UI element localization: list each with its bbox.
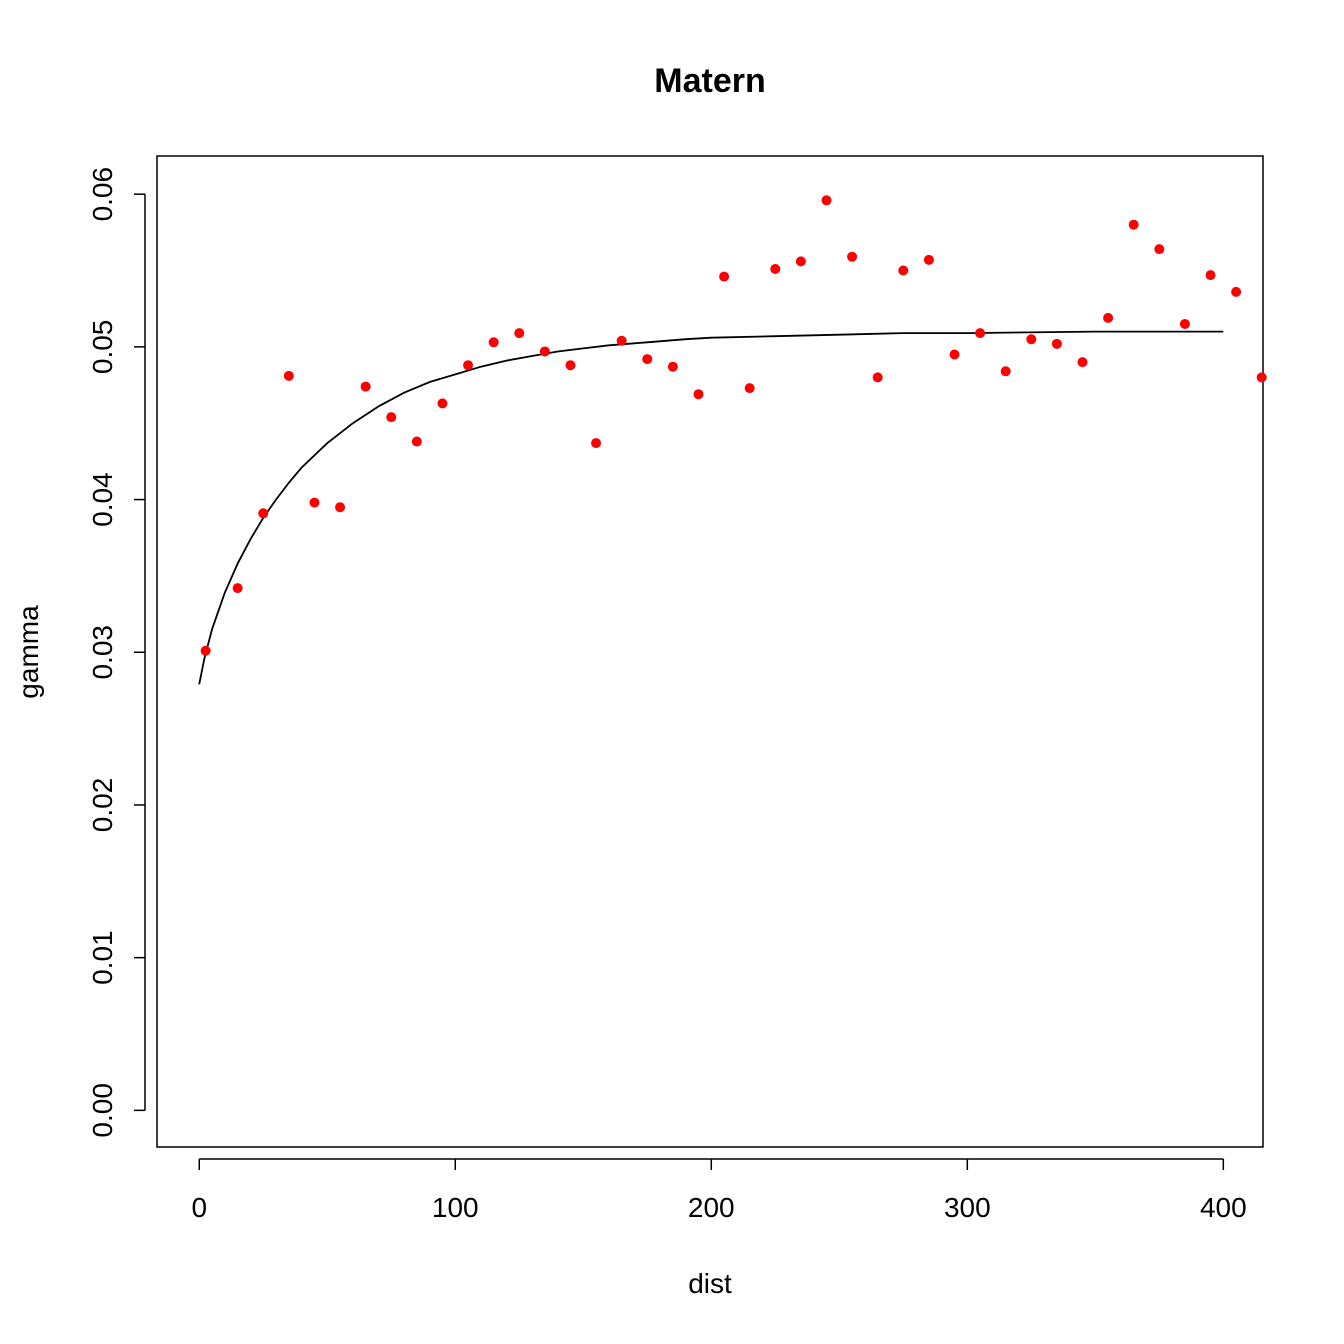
data-point xyxy=(1179,318,1190,329)
data-point xyxy=(565,360,576,371)
x-axis-label: dist xyxy=(688,1268,732,1299)
data-point xyxy=(667,361,678,372)
fit-line-group xyxy=(198,330,1224,685)
y-tick-label: 0.04 xyxy=(87,472,118,527)
data-point xyxy=(795,256,806,267)
data-point xyxy=(693,389,704,400)
data-point xyxy=(360,381,371,392)
y-tick-label: 0.06 xyxy=(87,167,118,222)
data-point xyxy=(386,412,397,423)
data-point xyxy=(1077,357,1088,368)
data-point xyxy=(200,645,211,656)
data-point xyxy=(949,349,960,360)
data-point xyxy=(1000,366,1011,377)
data-point xyxy=(539,346,550,357)
data-point xyxy=(1103,312,1114,323)
data-point xyxy=(463,360,474,371)
data-point xyxy=(898,265,909,276)
y-tick-label: 0.00 xyxy=(87,1083,118,1138)
data-point xyxy=(821,195,832,206)
data-point xyxy=(770,263,781,274)
data-point xyxy=(514,328,525,339)
data-point xyxy=(1154,244,1165,255)
x-tick-label: 100 xyxy=(432,1192,479,1223)
data-point xyxy=(411,436,422,447)
fit-line xyxy=(198,330,1224,685)
data-point xyxy=(744,383,755,394)
data-point xyxy=(1128,219,1139,230)
data-point xyxy=(872,372,883,383)
data-point xyxy=(1051,338,1062,349)
data-point xyxy=(847,251,858,262)
data-point xyxy=(309,497,320,508)
x-axis: 0 100 200 300 400 xyxy=(191,1158,1247,1223)
data-point xyxy=(923,254,934,265)
plot-frame xyxy=(156,155,1264,1148)
y-tick-label: 0.03 xyxy=(87,625,118,680)
y-axis: 0.00 0.01 0.02 0.03 0.04 0.05 0.06 xyxy=(87,167,146,1138)
data-point xyxy=(616,335,627,346)
data-point xyxy=(975,328,986,339)
y-tick-label: 0.02 xyxy=(87,778,118,833)
x-tick-label: 200 xyxy=(688,1192,735,1223)
y-tick-label: 0.05 xyxy=(87,320,118,375)
data-point xyxy=(232,583,243,594)
data-point xyxy=(283,370,294,381)
chart-title: Matern xyxy=(654,62,765,100)
x-tick-label: 0 xyxy=(191,1192,207,1223)
y-tick-label: 0.01 xyxy=(87,930,118,985)
y-axis-label: gamma xyxy=(13,605,44,699)
data-point xyxy=(437,398,448,409)
data-point xyxy=(1256,372,1267,383)
data-point xyxy=(488,337,499,348)
data-point xyxy=(1026,334,1037,345)
data-point xyxy=(642,354,653,365)
data-point xyxy=(1205,270,1216,281)
data-point xyxy=(335,502,346,513)
x-tick-label: 400 xyxy=(1200,1192,1247,1223)
data-point xyxy=(719,271,730,282)
points-group xyxy=(200,195,1267,656)
data-point xyxy=(1231,286,1242,297)
data-point xyxy=(591,438,602,449)
data-point xyxy=(258,508,269,519)
x-tick-label: 300 xyxy=(944,1192,991,1223)
